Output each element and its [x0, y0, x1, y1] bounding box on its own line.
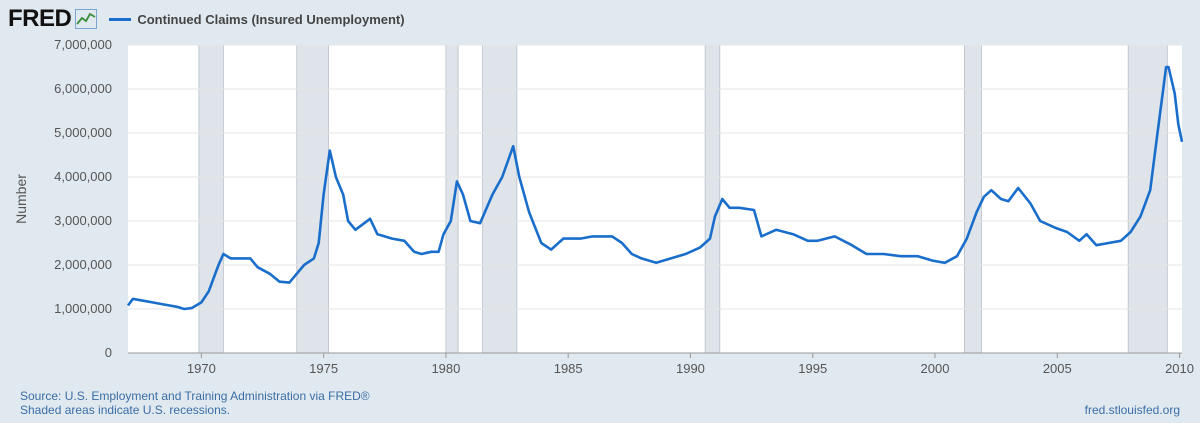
recession-band — [704, 44, 721, 354]
y-axis-ticks: 0 1,000,000 2,000,000 3,000,000 4,000,000 5,0… — [54, 37, 112, 360]
plot-area — [128, 45, 1182, 353]
y-tick-label: 6,000,000 — [54, 81, 112, 96]
x-axis-ticks: 1970 1975 1980 1985 1990 1995 2000 2005 2010 — [187, 353, 1194, 376]
chart-header: FRED Continued Claims (Insured Unemploym… — [8, 4, 405, 34]
line-chart-icon — [75, 9, 98, 29]
recession-band — [482, 44, 518, 354]
recession-band — [445, 44, 459, 354]
x-tick-label: 1980 — [431, 361, 460, 376]
y-tick-label: 3,000,000 — [54, 213, 112, 228]
gridlines — [128, 44, 1182, 354]
recession-band — [198, 44, 224, 354]
source-note: Source: U.S. Employment and Training Adm… — [20, 389, 370, 403]
y-tick-label: 2,000,000 — [54, 257, 112, 272]
legend-swatch — [109, 17, 132, 21]
x-tick-label: 2010 — [1165, 361, 1194, 376]
recession-band — [963, 44, 982, 354]
x-tick-label: 1975 — [309, 361, 338, 376]
x-tick-label: 2000 — [921, 361, 950, 376]
y-tick-label: 4,000,000 — [54, 169, 112, 184]
x-tick-label: 2005 — [1043, 361, 1072, 376]
fred-logo[interactable]: FRED — [8, 5, 72, 32]
x-tick-label: 1995 — [798, 361, 827, 376]
site-link[interactable]: fred.stlouisfed.org — [1084, 403, 1180, 417]
y-tick-label: 1,000,000 — [54, 301, 112, 316]
y-tick-label: 5,000,000 — [54, 125, 112, 140]
y-tick-label: 7,000,000 — [54, 37, 112, 52]
y-axis-label: Number — [13, 174, 29, 224]
chart-legend[interactable]: Continued Claims (Insured Unemployment) — [109, 11, 405, 27]
recession-note: Shaded areas indicate U.S. recessions. — [20, 403, 231, 417]
x-tick-label: 1985 — [554, 361, 583, 376]
x-tick-label: 1990 — [676, 361, 705, 376]
y-tick-label: 0 — [105, 345, 112, 360]
series-line-continued-claims[interactable] — [126, 65, 1184, 311]
x-tick-label: 1970 — [187, 361, 216, 376]
legend-label: Continued Claims (Insured Unemployment) — [137, 11, 405, 27]
